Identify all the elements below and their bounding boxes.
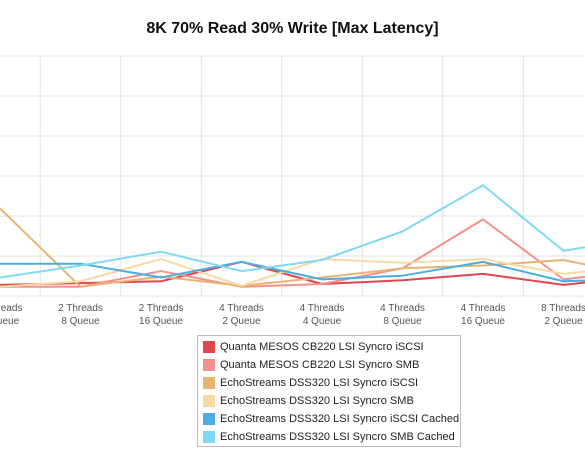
legend-swatch — [203, 341, 215, 353]
legend-item: Quanta MESOS CB220 LSI Syncro SMB — [198, 356, 460, 374]
legend-swatch — [203, 359, 215, 371]
series-lines — [0, 184, 585, 288]
legend-item: EchoStreams DSS320 LSI Syncro iSCSI — [198, 374, 460, 392]
legend-label: EchoStreams DSS320 LSI Syncro iSCSI — [220, 377, 419, 389]
legend-swatch — [203, 413, 215, 425]
legend-swatch — [203, 377, 215, 389]
chart-title: 8K 70% Read 30% Write [Max Latency] — [146, 20, 439, 37]
legend-label: EchoStreams DSS320 LSI Syncro SMB Cached — [220, 431, 455, 443]
series-line-1 — [0, 260, 585, 286]
legend-label: EchoStreams DSS320 LSI Syncro SMB — [220, 395, 414, 407]
x-tick-label: 2 Threads 16 Queue — [139, 303, 184, 327]
x-tick-label: 4 Threads 2 Queue — [219, 303, 264, 327]
x-tick-label: 4 Threads 8 Queue — [380, 303, 425, 327]
legend-label: Quanta MESOS CB220 LSI Syncro iSCSI — [220, 341, 424, 353]
x-tick-label: 2 Threads 8 Queue — [58, 303, 103, 327]
legend-item: EchoStreams DSS320 LSI Syncro SMB Cached — [198, 428, 460, 446]
legend-label: Quanta MESOS CB220 LSI Syncro SMB — [220, 359, 420, 371]
series-line-2 — [0, 218, 585, 288]
legend-item: EchoStreams DSS320 LSI Syncro SMB — [198, 392, 460, 410]
x-tick-label: 4 Threads 4 Queue — [300, 303, 345, 327]
series-line-6 — [0, 184, 585, 279]
legend-swatch — [203, 395, 215, 407]
legend-item: Quanta MESOS CB220 LSI Syncro iSCSI — [198, 338, 460, 356]
grid — [0, 55, 585, 297]
x-tick-label: 4 Threads 16 Queue — [461, 303, 506, 327]
legend-item: EchoStreams DSS320 LSI Syncro iSCSI Cach… — [198, 410, 460, 428]
series-line-5 — [0, 260, 585, 283]
legend-swatch — [203, 431, 215, 443]
x-tick-label: 8 Threads 2 Queue — [541, 303, 585, 327]
legend: Quanta MESOS CB220 LSI Syncro iSCSI Quant… — [197, 335, 461, 447]
legend-label: EchoStreams DSS320 LSI Syncro iSCSI Cach… — [220, 413, 460, 425]
series-line-4 — [0, 258, 585, 288]
